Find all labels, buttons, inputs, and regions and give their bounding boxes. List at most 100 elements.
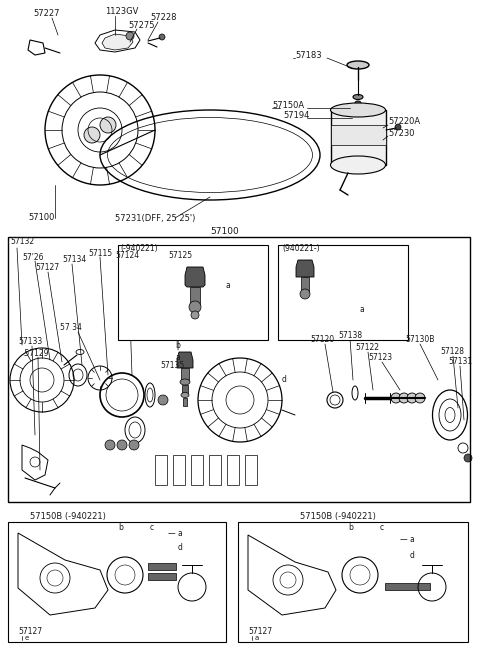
Text: 57132: 57132 [10,237,34,246]
Bar [227,455,239,485]
Bar [8,522,226,642]
Ellipse shape [353,95,363,99]
Text: 57228: 57228 [150,14,177,22]
Text: (940221-): (940221-) [282,244,320,252]
Text: 57127: 57127 [248,627,272,637]
Text: a: a [225,281,230,290]
Text: .57129: .57129 [22,348,48,357]
Text: 57275: 57275 [128,20,155,30]
Circle shape [464,454,472,462]
Polygon shape [177,352,193,368]
Circle shape [129,440,139,450]
Text: b: b [348,522,353,532]
Circle shape [189,301,201,313]
Bar [148,573,176,580]
Text: 57183: 57183 [295,51,322,60]
Ellipse shape [331,103,385,117]
Text: 57150B (-940221): 57150B (-940221) [30,512,106,522]
Polygon shape [102,34,133,50]
Text: — a: — a [168,528,183,537]
Text: a: a [255,635,259,641]
Circle shape [391,393,401,403]
Text: 57135: 57135 [160,361,184,369]
Text: d: d [410,551,415,560]
Ellipse shape [331,156,385,174]
Bar [238,522,468,642]
Bar [173,455,185,485]
Text: 57 34: 57 34 [60,323,82,332]
Text: 57128: 57128 [440,348,464,357]
Text: 57115: 57115 [88,248,112,258]
Text: — a: — a [400,535,415,545]
Text: c: c [150,522,154,532]
Ellipse shape [181,392,189,397]
Text: 57150A: 57150A [272,101,304,110]
Text: 57131: 57131 [448,357,472,367]
Ellipse shape [180,379,190,385]
Text: 57123: 57123 [368,353,392,363]
Ellipse shape [347,61,369,69]
Bar [331,110,386,165]
Bar [245,455,257,485]
Text: e: e [25,635,29,641]
Text: 57120: 57120 [310,336,334,344]
Polygon shape [185,267,205,287]
Text: 57231(DFF, 25 25'): 57231(DFF, 25 25') [115,214,195,223]
Text: 57100: 57100 [211,227,240,237]
Text: 57133: 57133 [18,338,42,346]
Bar [385,583,430,590]
Circle shape [158,395,168,405]
Circle shape [407,393,417,403]
Circle shape [84,127,100,143]
Circle shape [159,34,165,40]
Bar [301,277,309,292]
Circle shape [100,117,116,133]
Text: 57125: 57125 [168,250,192,260]
Bar [148,563,176,570]
Bar [118,245,268,340]
Text: 57134: 57134 [62,256,86,265]
Ellipse shape [355,101,361,105]
Text: 57130B: 57130B [405,336,434,344]
Circle shape [300,289,310,299]
Text: a: a [175,353,180,363]
Text: c: c [380,522,384,532]
Text: 57220A: 57220A [388,118,420,127]
Circle shape [126,32,134,40]
Text: d: d [282,376,287,384]
Circle shape [105,440,115,450]
Circle shape [117,440,127,450]
Text: b: b [118,522,123,532]
Bar [181,368,189,380]
Bar [182,385,188,393]
Text: 57227: 57227 [33,9,60,18]
Text: a: a [360,306,365,315]
Text: 57124: 57124 [115,250,139,260]
Bar [8,237,470,502]
Text: 57127: 57127 [35,263,59,273]
Bar [209,455,221,485]
Text: 57127: 57127 [18,627,42,637]
Text: 57100: 57100 [28,214,54,223]
Text: d: d [178,543,183,553]
Text: 57150B (-940221): 57150B (-940221) [300,512,376,522]
Bar [190,287,200,305]
Text: 57194: 57194 [283,110,310,120]
Polygon shape [296,260,314,277]
Circle shape [191,311,199,319]
Text: 57230: 57230 [388,129,415,137]
Circle shape [395,124,401,130]
Circle shape [399,393,409,403]
Text: 57122: 57122 [355,344,379,353]
Bar [155,455,167,485]
Bar [183,398,187,406]
Text: 1123GV: 1123GV [105,7,138,16]
Bar [331,125,386,145]
Bar [191,455,203,485]
Text: 57138: 57138 [338,330,362,340]
Text: (-940221): (-940221) [120,244,157,252]
Circle shape [415,393,425,403]
Bar [278,245,408,340]
Text: b: b [175,340,180,350]
Text: 57'26: 57'26 [22,252,44,261]
